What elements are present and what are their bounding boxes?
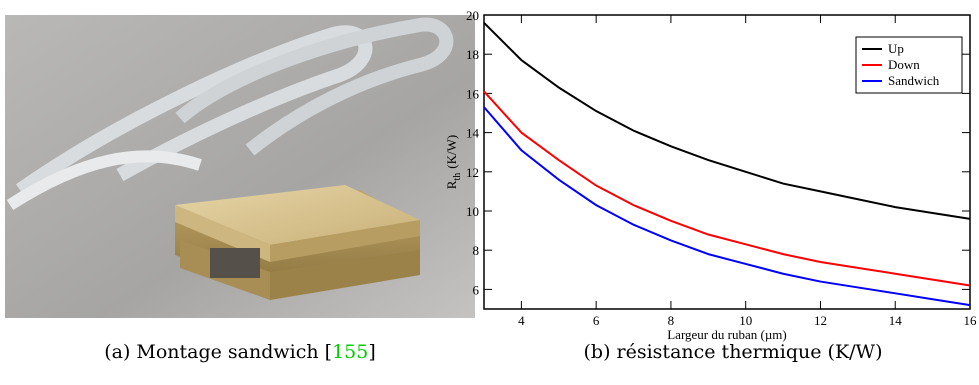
x-tick-label: 16 — [964, 313, 978, 328]
y-tick-label: 14 — [466, 126, 480, 141]
citation[interactable]: 155 — [332, 341, 368, 363]
x-tick-label: 4 — [518, 313, 525, 328]
x-tick-label: 10 — [739, 313, 752, 328]
line-series — [483, 22, 971, 220]
y-tick-label: 20 — [466, 8, 479, 23]
legend-label: Sandwich — [888, 73, 940, 88]
y-tick-label: 12 — [466, 165, 479, 180]
plot-frame — [483, 14, 971, 310]
x-tick-label: 14 — [889, 313, 903, 328]
x-tick-label: 12 — [814, 313, 827, 328]
y-label-unit: (K/W) — [444, 135, 459, 169]
legend-label: Down — [888, 57, 920, 72]
y-tick-label: 8 — [473, 243, 480, 258]
line-series — [483, 106, 971, 307]
x-tick-label: 8 — [668, 313, 675, 328]
photo — [5, 15, 475, 318]
x-tick-label: 6 — [593, 313, 600, 328]
legend-label: Up — [888, 41, 904, 56]
line-series — [483, 90, 971, 287]
caption: (a) Montage sandwich [155] — [104, 341, 376, 363]
chart: 4 6 8 10 12 14 16 6 8 10 12 14 16 18 20 Largeur du ruba… — [444, 8, 977, 342]
caption-text: ] — [368, 341, 375, 363]
caption-text: (a) Montage sandwich [ — [104, 341, 332, 363]
y-tick-label: 6 — [473, 282, 480, 297]
y-label-sub: th — [452, 173, 463, 181]
y-axis-label: Rth (K/W) — [444, 135, 463, 189]
y-tick-label: 10 — [466, 204, 479, 219]
y-tick-label: 16 — [466, 86, 480, 101]
x-axis-label: Largeur du ruban (µm) — [667, 327, 787, 342]
y-tick-label: 18 — [466, 47, 479, 62]
y-label-main: R — [444, 180, 459, 189]
caption: (b) résistance thermique (K/W) — [584, 341, 883, 363]
